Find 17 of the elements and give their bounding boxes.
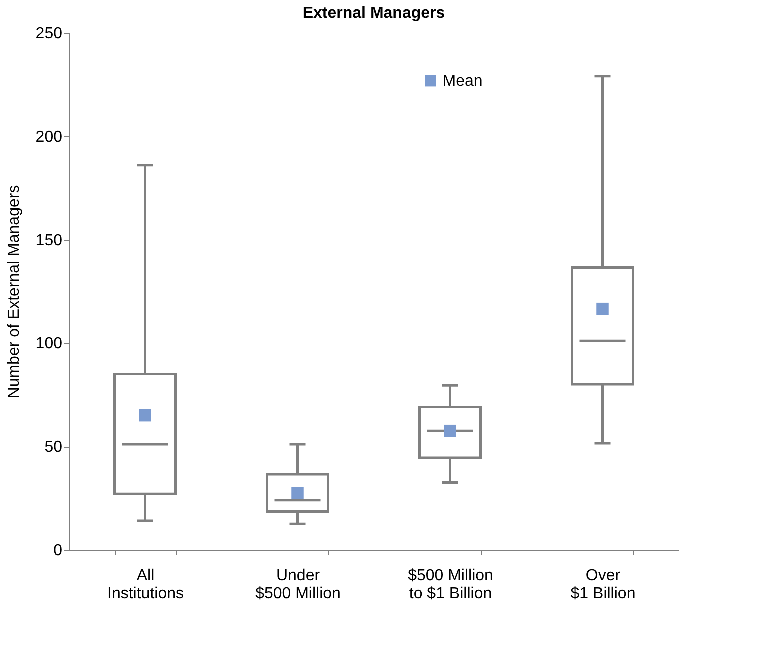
y-tick-label: 250 xyxy=(36,26,63,42)
y-tick-label: 0 xyxy=(54,542,63,560)
y-tick-label: 50 xyxy=(44,439,63,456)
y-tick-label: 100 xyxy=(36,336,63,353)
legend-label: Mean xyxy=(442,73,483,90)
y-axis-title: Number of External Managers xyxy=(6,185,23,399)
point xyxy=(139,409,152,422)
x-tick-label: Over $1 Billion xyxy=(570,568,636,602)
point xyxy=(596,302,609,316)
point xyxy=(444,424,456,438)
y-tick-label: 150 xyxy=(36,232,63,250)
point xyxy=(292,487,304,500)
x-tick-label: Under $500 Million xyxy=(256,568,341,602)
chart-title: External Managers xyxy=(302,5,446,22)
x-tick-label: $500 Million to $1 Billion xyxy=(408,568,494,602)
x-tick-label: All Institutions xyxy=(108,568,184,602)
y-tick-label: 200 xyxy=(36,128,63,146)
